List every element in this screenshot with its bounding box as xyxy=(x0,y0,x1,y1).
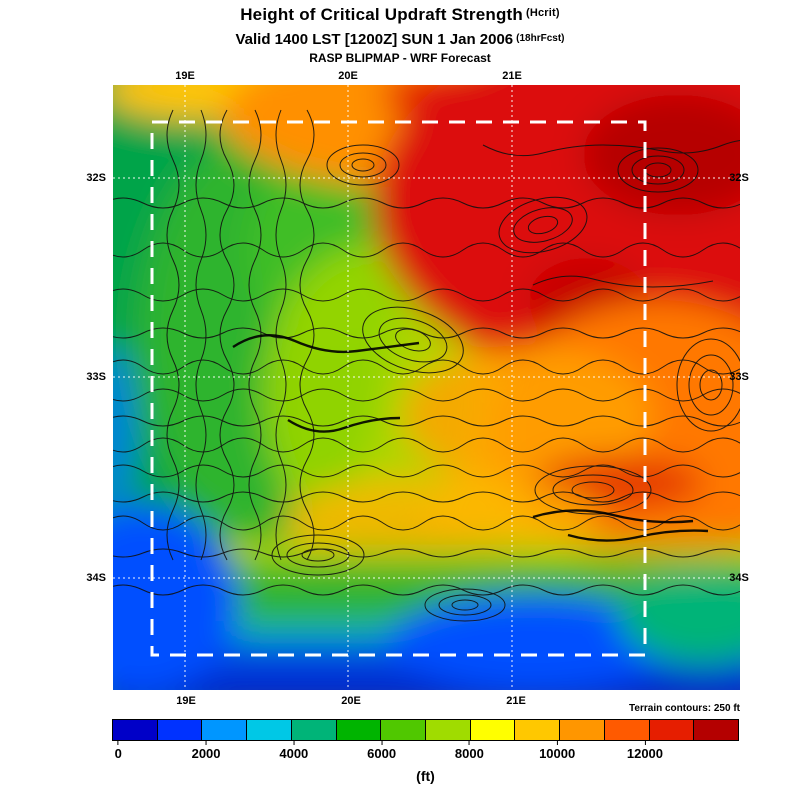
terrain-contours-bold xyxy=(232,334,709,542)
header: Height of Critical Updraft Strength (Hcri… xyxy=(0,5,800,65)
x-tick-top-20e: 20E xyxy=(338,70,358,82)
y-tick-left-32s: 32S xyxy=(86,172,106,184)
terrain-contours xyxy=(113,109,740,622)
tick-mark xyxy=(293,741,295,745)
tick-mark xyxy=(205,741,207,745)
colorbar-ticks: 0 2000 4000 6000 8000 10000 12000 xyxy=(112,741,739,765)
x-tick-bottom-19e: 19E xyxy=(176,695,196,707)
terrain-contours-note: Terrain contours: 250 ft xyxy=(629,703,740,714)
x-tick-top-19e: 19E xyxy=(175,70,195,82)
forecast-hour-suffix: (18hrFcst) xyxy=(516,33,565,44)
colorbar-cell xyxy=(336,720,382,740)
colorbar-tick-0: 0 xyxy=(115,741,122,761)
colorbar-cells xyxy=(112,719,739,741)
model-line: RASP BLIPMAP - WRF Forecast xyxy=(309,51,491,65)
colorbar-unit: (ft) xyxy=(416,768,435,784)
colorbar-tick-12000: 12000 xyxy=(627,741,663,761)
colorbar-cell xyxy=(694,720,739,740)
colorbar-cell xyxy=(157,720,203,740)
latlon-grid xyxy=(113,85,740,690)
y-tick-right-33s: 33S xyxy=(729,371,749,383)
page-title: Height of Critical Updraft Strength (Hcri… xyxy=(0,5,800,25)
x-tick-bottom-20e: 20E xyxy=(341,695,361,707)
valid-time-line: Valid 1400 LST [1200Z] SUN 1 Jan 2006 (18… xyxy=(0,31,800,48)
x-tick-bottom-21e: 21E xyxy=(506,695,526,707)
colorbar-cell xyxy=(247,720,292,740)
colorbar-cell xyxy=(113,720,158,740)
title-text: Height of Critical Updraft Strength xyxy=(240,5,523,24)
domain-boundary-dashed xyxy=(150,120,647,657)
colorbar: 0 2000 4000 6000 8000 10000 12000 (ft) xyxy=(112,719,739,784)
y-tick-left-33s: 33S xyxy=(86,371,106,383)
colorbar-cell xyxy=(470,720,516,740)
tick-mark xyxy=(644,741,646,745)
colorbar-tick-4000: 4000 xyxy=(279,741,308,761)
colorbar-tick-10000: 10000 xyxy=(539,741,575,761)
valid-text: Valid 1400 LST [1200Z] SUN 1 Jan 2006 xyxy=(235,31,514,48)
tick-mark xyxy=(556,741,558,745)
colorbar-cell xyxy=(381,720,427,740)
map-canvas xyxy=(113,85,740,690)
colorbar-cell xyxy=(560,720,605,740)
colorbar-cell xyxy=(649,720,695,740)
tick-mark xyxy=(468,741,470,745)
colorbar-tick-6000: 6000 xyxy=(367,741,396,761)
map-area: 19E 20E 21E 19E 20E 21E 32S 33S 34S 32S … xyxy=(86,70,748,707)
y-tick-right-32s: 32S xyxy=(729,172,749,184)
tick-mark xyxy=(117,741,119,745)
title-suffix: (Hcrit) xyxy=(525,7,560,19)
colorbar-cell xyxy=(426,720,471,740)
y-tick-right-34s: 34S xyxy=(729,572,749,584)
colorbar-cell xyxy=(515,720,561,740)
colorbar-tick-2000: 2000 xyxy=(192,741,221,761)
colorbar-cell xyxy=(202,720,248,740)
y-tick-left-34s: 34S xyxy=(86,572,106,584)
colorbar-tick-8000: 8000 xyxy=(455,741,484,761)
colorbar-cell xyxy=(291,720,337,740)
tick-mark xyxy=(381,741,383,745)
x-tick-top-21e: 21E xyxy=(502,70,522,82)
colorbar-cell xyxy=(604,720,650,740)
